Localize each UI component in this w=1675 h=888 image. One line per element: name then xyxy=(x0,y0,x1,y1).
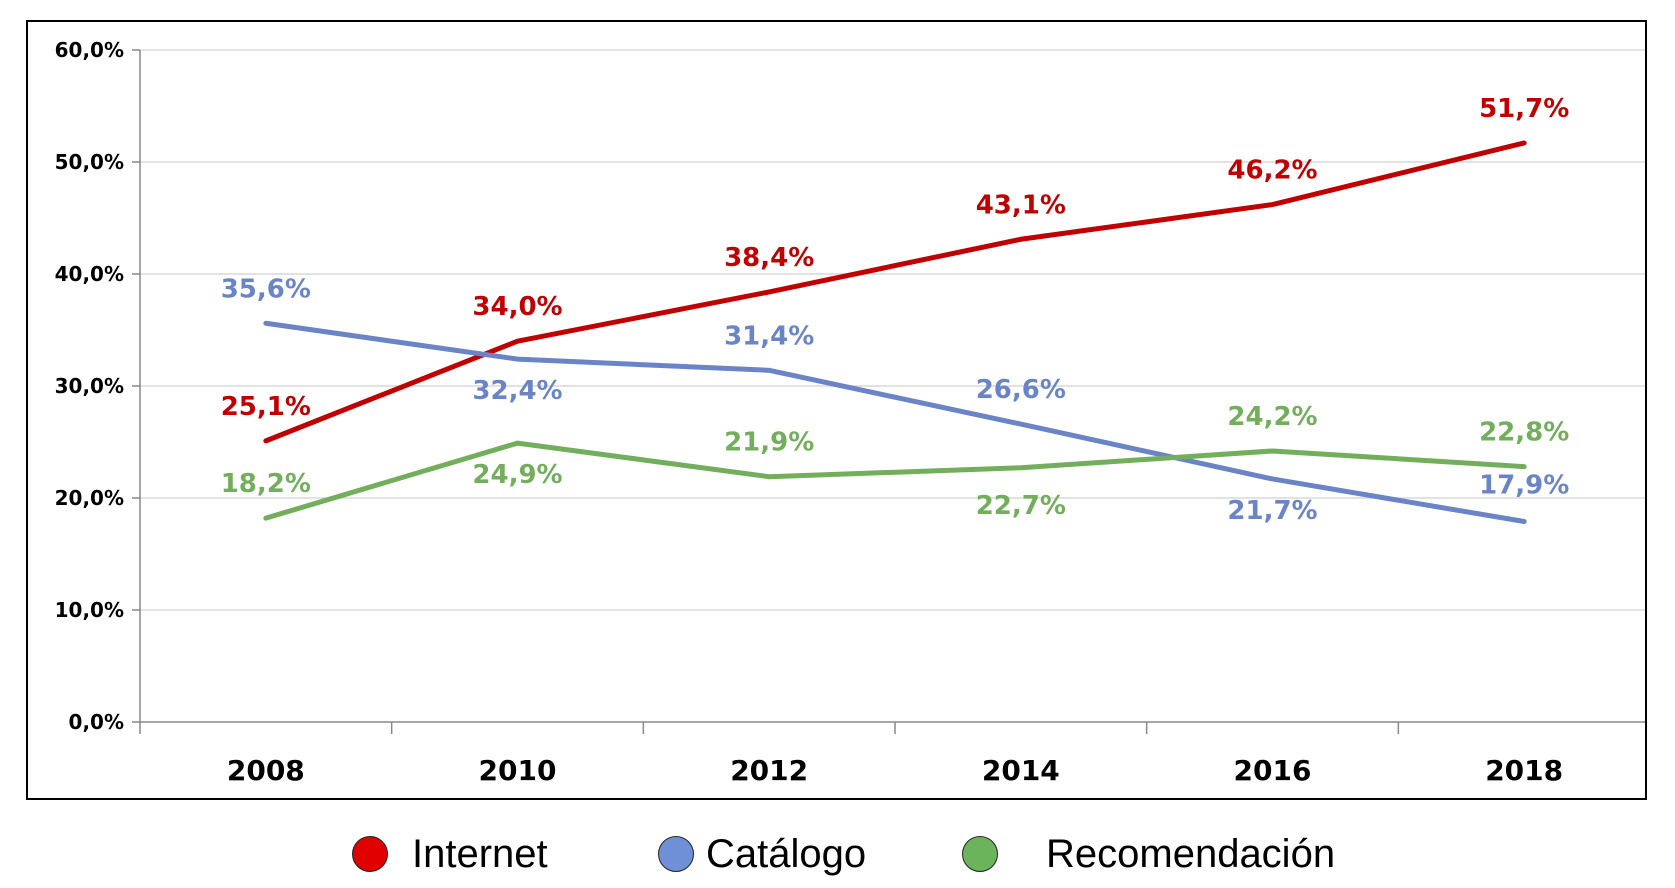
legend-marker-catalogo xyxy=(658,836,694,872)
line-chart: 0,0% 10,0% 20,0% 30,0% 40,0% 50,0% 60,0% 2008 20… xyxy=(55,38,1645,787)
y-tick-label: 50,0% xyxy=(55,150,124,174)
data-point-recomendacion xyxy=(1019,466,1022,469)
data-label-recomendacion: 24,9% xyxy=(472,460,562,490)
legend-label-recomendacion: Recomendación xyxy=(1046,831,1336,876)
data-label-recomendacion: 18,2% xyxy=(221,469,311,499)
data-label-internet: 34,0% xyxy=(472,292,562,322)
data-point-recomendacion xyxy=(516,442,519,445)
data-point-recomendacion xyxy=(1523,465,1526,468)
y-tick-label: 10,0% xyxy=(55,598,124,622)
data-label-internet: 51,7% xyxy=(1479,94,1569,124)
legend-label-catalogo: Catálogo xyxy=(706,831,867,876)
data-label-catalogo: 26,6% xyxy=(976,375,1066,405)
y-tick-label: 40,0% xyxy=(55,262,124,286)
x-tick-label: 2010 xyxy=(479,754,557,787)
data-point-catalogo xyxy=(264,322,267,325)
legend-item-internet: Internet xyxy=(352,826,548,882)
data-label-catalogo: 31,4% xyxy=(724,321,814,351)
chart-frame: 0,0% 10,0% 20,0% 30,0% 40,0% 50,0% 60,0% 2008 20… xyxy=(26,20,1647,800)
data-label-recomendacion: 24,2% xyxy=(1227,402,1317,432)
y-tick-label: 60,0% xyxy=(55,38,124,62)
data-point-catalogo xyxy=(1523,520,1526,523)
legend-marker-recomendacion xyxy=(962,836,998,872)
data-label-internet: 25,1% xyxy=(221,392,311,422)
data-point-internet xyxy=(768,290,771,293)
x-tick-label: 2016 xyxy=(1234,754,1312,787)
series-line-internet xyxy=(263,140,1527,444)
x-tick-label: 2018 xyxy=(1485,754,1563,787)
y-tick-label: 30,0% xyxy=(55,374,124,398)
legend: Internet Catálogo Recomendación xyxy=(0,826,1675,882)
data-label-internet: 46,2% xyxy=(1227,156,1317,186)
data-point-recomendacion xyxy=(264,517,267,520)
legend-label-internet: Internet xyxy=(412,831,548,876)
data-label-recomendacion: 22,7% xyxy=(976,491,1066,521)
data-label-catalogo: 35,6% xyxy=(221,274,311,304)
data-point-internet xyxy=(1019,238,1022,241)
data-point-catalogo xyxy=(768,369,771,372)
x-tick-label: 2008 xyxy=(227,754,305,787)
x-tick-label: 2012 xyxy=(730,754,808,787)
series-line-catalogo xyxy=(263,320,1527,525)
data-point-recomendacion xyxy=(768,475,771,478)
data-point-internet xyxy=(264,439,267,442)
data-point-recomendacion xyxy=(1271,449,1274,452)
y-tick-label: 0,0% xyxy=(69,710,124,734)
legend-marker-internet xyxy=(352,836,388,872)
y-tick-label: 20,0% xyxy=(55,486,124,510)
data-point-internet xyxy=(1523,141,1526,144)
data-label-recomendacion: 21,9% xyxy=(724,428,814,458)
data-label-internet: 43,1% xyxy=(976,190,1066,220)
x-tick-label: 2014 xyxy=(982,754,1060,787)
data-point-catalogo xyxy=(1019,423,1022,426)
legend-item-recomendacion: Recomendación xyxy=(962,826,1335,882)
data-label-catalogo: 32,4% xyxy=(472,376,562,406)
data-label-recomendacion: 22,8% xyxy=(1479,418,1569,448)
legend-item-catalogo: Catálogo xyxy=(658,826,866,882)
data-label-catalogo: 21,7% xyxy=(1227,496,1317,526)
series-line-recomendacion xyxy=(263,440,1527,521)
data-point-catalogo xyxy=(516,358,519,361)
data-label-catalogo: 17,9% xyxy=(1479,471,1569,501)
data-point-internet xyxy=(1271,203,1274,206)
data-point-catalogo xyxy=(1271,477,1274,480)
data-point-internet xyxy=(516,340,519,343)
data-label-internet: 38,4% xyxy=(724,243,814,273)
